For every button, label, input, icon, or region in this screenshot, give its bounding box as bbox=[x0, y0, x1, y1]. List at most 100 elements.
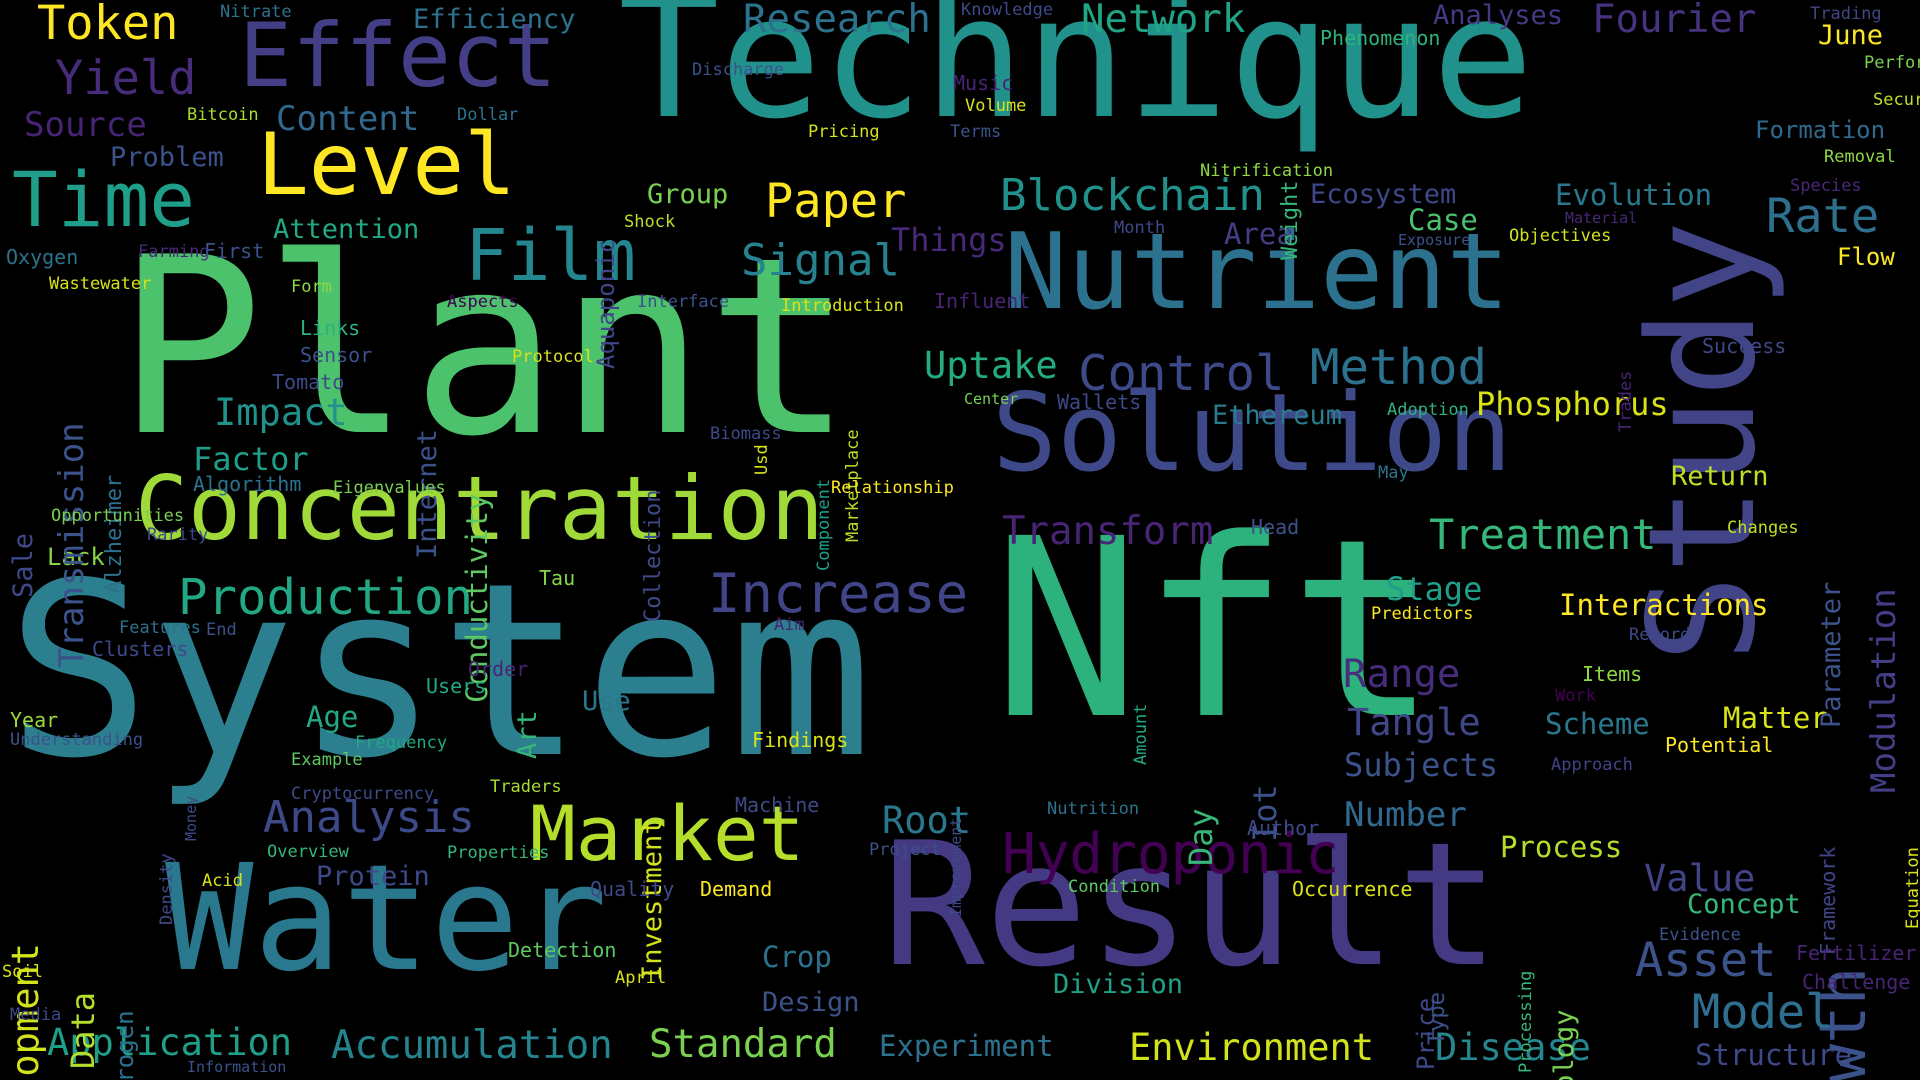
cloud-word-usd: Usd bbox=[752, 444, 772, 475]
cloud-word-research: Research bbox=[743, 0, 931, 42]
cloud-word-water: Water bbox=[165, 833, 608, 1004]
cloud-word-removal: Removal bbox=[1824, 147, 1896, 167]
cloud-word-objectives: Objectives bbox=[1509, 226, 1612, 246]
cloud-word-transform: Transform bbox=[1002, 509, 1214, 554]
cloud-word-media: Media bbox=[10, 1005, 62, 1025]
cloud-word-experiment: Experiment bbox=[879, 1029, 1054, 1063]
cloud-word-phenomenon: Phenomenon bbox=[1320, 26, 1441, 50]
cloud-word-security: Security bbox=[1873, 90, 1920, 110]
cloud-word-changes: Changes bbox=[1727, 518, 1799, 538]
cloud-word-trades: Trades bbox=[1616, 371, 1636, 433]
cloud-word-bitcoin: Bitcoin bbox=[187, 105, 259, 125]
cloud-word-clusters: Clusters bbox=[92, 637, 189, 661]
cloud-word-group: Group bbox=[647, 179, 729, 210]
cloud-word-fertilizer: Fertilizer bbox=[1796, 941, 1917, 965]
cloud-word-art: Art bbox=[512, 710, 543, 759]
cloud-word-network: Network bbox=[1081, 0, 1246, 42]
cloud-word-condition: Condition bbox=[1068, 877, 1161, 897]
cloud-word-formation: Formation bbox=[1755, 116, 1886, 144]
cloud-word-equation: Equation bbox=[1903, 847, 1920, 929]
cloud-word-process: Process bbox=[1500, 830, 1623, 864]
cloud-word-sensor: Sensor bbox=[300, 343, 373, 367]
cloud-word-work: Work bbox=[1555, 686, 1596, 706]
cloud-word-year: Year bbox=[10, 708, 59, 732]
cloud-word-farming: Farming bbox=[138, 242, 210, 262]
cloud-word-volume: Volume bbox=[965, 96, 1027, 116]
cloud-word-interface: Interface bbox=[637, 292, 730, 312]
cloud-word-influent: Influent bbox=[934, 289, 1031, 313]
cloud-word-users: Users bbox=[426, 674, 487, 698]
cloud-word-ecosystem: Ecosystem bbox=[1310, 179, 1457, 210]
cloud-word-species: Species bbox=[1790, 176, 1862, 196]
cloud-word-use: Use bbox=[582, 686, 631, 717]
cloud-word-challenge: Challenge bbox=[1802, 970, 1911, 994]
cloud-word-asset: Asset bbox=[1635, 933, 1777, 988]
cloud-word-concentration: Concentration bbox=[135, 457, 824, 560]
cloud-word-rarity: Rarity bbox=[147, 525, 209, 545]
cloud-word-shock: Shock bbox=[624, 212, 676, 232]
cloud-word-oxygen: Oxygen bbox=[6, 245, 79, 269]
cloud-word-area: Area bbox=[1224, 217, 1294, 251]
cloud-word-nitrate: Nitrate bbox=[220, 2, 292, 22]
cloud-word-record: Record bbox=[1629, 625, 1691, 645]
cloud-word-time: Time bbox=[12, 155, 196, 244]
cloud-word-division: Division bbox=[1053, 969, 1184, 1000]
cloud-word-level: Level bbox=[257, 115, 516, 215]
cloud-word-money: Money bbox=[182, 796, 200, 842]
cloud-word-scheme: Scheme bbox=[1545, 707, 1650, 741]
cloud-word-treatment: Treatment bbox=[1429, 510, 1657, 559]
cloud-word-relationship: Relationship bbox=[831, 478, 954, 498]
cloud-word-day: Day bbox=[1182, 808, 1220, 866]
cloud-word-improvement: Improvement bbox=[947, 818, 965, 918]
cloud-word-may: May bbox=[1378, 463, 1409, 483]
cloud-word-author: Author bbox=[1247, 816, 1320, 840]
cloud-word-example: Example bbox=[291, 750, 363, 770]
cloud-word-system: System bbox=[6, 531, 873, 811]
cloud-word-june: June bbox=[1818, 20, 1884, 51]
cloud-word-knowledge: Knowledge bbox=[961, 0, 1054, 20]
cloud-word-modulation: Modulation bbox=[1864, 588, 1904, 793]
cloud-word-terms: Terms bbox=[950, 122, 1002, 142]
cloud-word-features: Features bbox=[119, 618, 201, 638]
cloud-word-flow: Flow bbox=[1837, 243, 1895, 271]
cloud-word-type: Type bbox=[1425, 992, 1450, 1045]
cloud-word-disease: Disease bbox=[1435, 1026, 1591, 1069]
cloud-word-method: Method bbox=[1310, 339, 1488, 396]
cloud-word-age: Age bbox=[306, 700, 359, 734]
cloud-word-concept: Concept bbox=[1687, 889, 1801, 920]
cloud-word-matter: Matter bbox=[1723, 701, 1828, 735]
cloud-word-standard: Standard bbox=[649, 1022, 837, 1067]
cloud-word-detection: Detection bbox=[508, 938, 617, 962]
cloud-word-traders: Traders bbox=[490, 777, 562, 797]
cloud-word-paper: Paper bbox=[765, 174, 907, 229]
cloud-word-technology: Technology bbox=[1549, 1009, 1580, 1080]
cloud-word-tangle: Tangle bbox=[1347, 701, 1481, 744]
cloud-word-result: Result bbox=[882, 806, 1500, 1005]
cloud-word-occurrence: Occurrence bbox=[1292, 877, 1413, 901]
cloud-word-center: Center bbox=[964, 390, 1019, 408]
cloud-word-evolution: Evolution bbox=[1555, 178, 1713, 212]
cloud-word-signal: Signal bbox=[741, 235, 900, 286]
cloud-word-project: Project bbox=[869, 840, 941, 860]
cloud-word-blockchain: Blockchain bbox=[1000, 170, 1265, 221]
cloud-word-effect: Effect bbox=[239, 4, 557, 107]
cloud-word-analyses: Analyses bbox=[1433, 0, 1564, 31]
cloud-word-first: First bbox=[204, 239, 265, 263]
cloud-word-nutrition: Nutrition bbox=[1047, 799, 1140, 819]
cloud-word-range: Range bbox=[1343, 652, 1461, 697]
cloud-word-efficiency: Efficiency bbox=[413, 4, 576, 35]
cloud-word-introduction: Introduction bbox=[781, 296, 904, 316]
cloud-word-machine: Machine bbox=[735, 793, 820, 817]
cloud-word-interactions: Interactions bbox=[1559, 588, 1769, 622]
cloud-word-analysis: Analysis bbox=[263, 792, 475, 843]
cloud-word-parameter: Parameter bbox=[1816, 582, 1847, 729]
cloud-word-demand: Demand bbox=[700, 877, 773, 901]
cloud-word-phosphorus: Phosphorus bbox=[1476, 385, 1669, 423]
cloud-word-information: Information bbox=[187, 1058, 287, 1076]
cloud-word-form: Form bbox=[291, 277, 332, 297]
cloud-word-hydroponic: Hydroponic bbox=[1002, 822, 1340, 887]
cloud-word-impact: Impact bbox=[214, 391, 348, 434]
cloud-word-root: Root bbox=[882, 799, 972, 842]
cloud-word-plant: Plant bbox=[116, 205, 854, 490]
